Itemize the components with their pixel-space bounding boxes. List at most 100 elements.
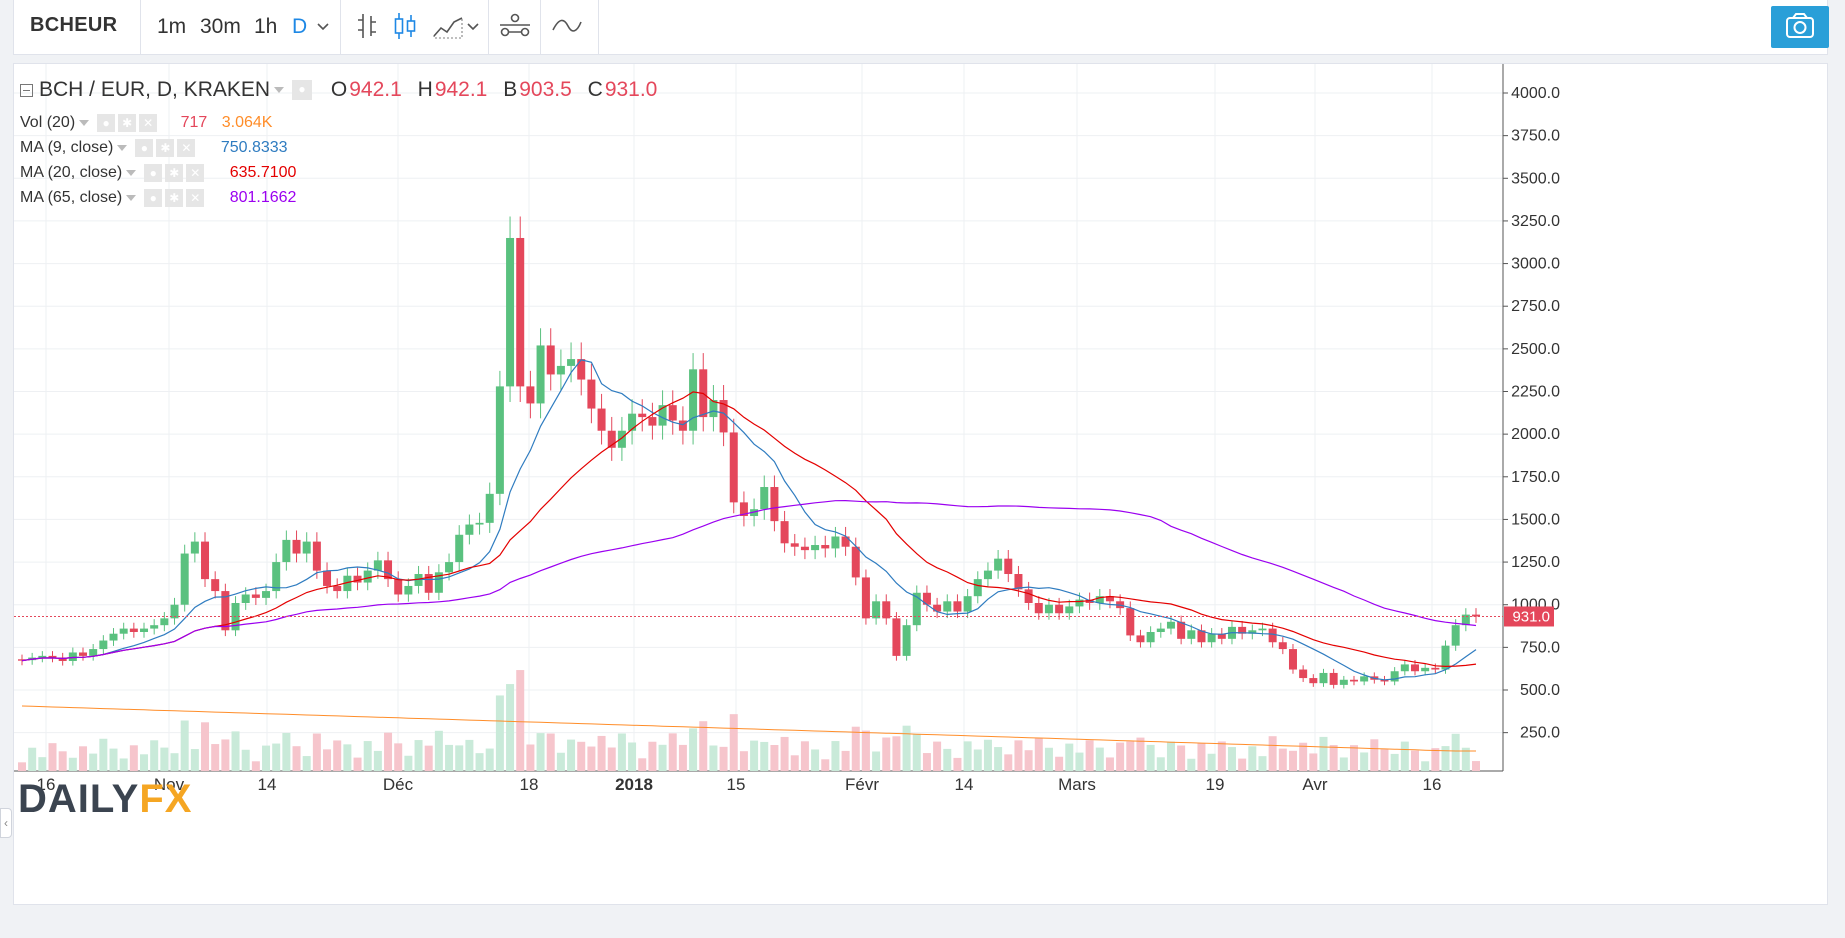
candle-body: [160, 618, 169, 626]
price-tick-label: 250.0: [1520, 725, 1560, 742]
volume-bar: [739, 751, 748, 771]
close-icon[interactable]: ✕: [177, 139, 196, 157]
candle-body: [384, 560, 393, 580]
candle-body: [546, 345, 555, 375]
interval-1m[interactable]: 1m: [157, 15, 187, 38]
volume-bar: [1197, 743, 1206, 771]
close-icon[interactable]: ✕: [186, 189, 205, 207]
time-tick-label: 15: [727, 775, 746, 794]
volume-bar: [851, 726, 860, 771]
candle-body: [394, 579, 403, 595]
candle-body: [1004, 558, 1013, 575]
symbol-search[interactable]: BCHEUR: [30, 14, 118, 36]
camera-icon: [1786, 13, 1814, 38]
price-chart[interactable]: 250.0500.0750.01000.01250.01500.01750.02…: [14, 64, 1828, 905]
candle-body: [38, 655, 47, 658]
candle-body: [190, 541, 199, 554]
candle-body: [516, 237, 525, 387]
scroll-left-handle[interactable]: ‹: [0, 808, 12, 838]
volume-bar: [333, 740, 342, 771]
candle-body: [1431, 667, 1440, 670]
eye-icon[interactable]: ●: [97, 114, 116, 132]
candle-body: [790, 543, 799, 547]
chevron-down-icon[interactable]: [274, 87, 285, 94]
volume-bar: [1400, 741, 1409, 771]
interval-1h[interactable]: 1h: [254, 15, 278, 38]
candle-body: [1075, 599, 1084, 607]
chevron-down-icon[interactable]: [126, 170, 137, 176]
chevron-down-icon[interactable]: [117, 145, 128, 151]
eye-icon[interactable]: ●: [144, 189, 163, 207]
volume-bar: [709, 745, 718, 771]
interval-30m[interactable]: 30m: [200, 15, 241, 38]
gear-icon[interactable]: ✱: [156, 139, 175, 157]
dailyfx-logo: DAILYFX: [18, 777, 193, 821]
candle-body: [79, 652, 88, 656]
legend-ma65-row: MA (65, close) ● ✱ ✕ 801.1662: [20, 189, 296, 207]
eye-icon[interactable]: ●: [135, 139, 154, 157]
volume-bar: [231, 731, 240, 771]
gear-icon[interactable]: ✱: [165, 164, 184, 182]
volume-bar: [1431, 748, 1440, 771]
candle-body: [1065, 606, 1074, 614]
collapse-legend-icon[interactable]: [20, 83, 33, 97]
volume-bar: [1360, 752, 1369, 771]
area-style-icon[interactable]: [432, 10, 464, 42]
close-icon[interactable]: ✕: [139, 114, 158, 132]
candle-body: [1187, 630, 1196, 639]
toolbar-separator: [598, 0, 599, 55]
candle-body: [333, 585, 342, 592]
volume-bar: [1472, 761, 1480, 771]
candle-body: [983, 570, 992, 580]
volume-bar: [190, 749, 199, 771]
volume-bar: [282, 732, 291, 771]
legend-title: BCH / EUR, D, KRAKEN: [39, 78, 271, 101]
gear-icon[interactable]: ✱: [118, 114, 137, 132]
candle-body: [556, 365, 565, 375]
close-icon[interactable]: ✕: [186, 164, 205, 182]
volume-bar: [1105, 757, 1114, 771]
price-tick-label: 3500.0: [1511, 170, 1560, 187]
indicators-icon[interactable]: [498, 10, 532, 42]
candle-body: [292, 539, 301, 554]
eye-icon[interactable]: ●: [144, 164, 163, 182]
low-label: B: [503, 78, 518, 101]
price-tick-label: 3000.0: [1511, 256, 1560, 273]
candle-body: [1278, 642, 1287, 650]
chart-style-dropdown-chevron-icon[interactable]: [466, 20, 480, 34]
bar-style-icon[interactable]: [355, 10, 379, 42]
snapshot-button[interactable]: [1771, 6, 1829, 48]
volume-bar: [1461, 747, 1470, 771]
volume-bar: [150, 740, 159, 771]
volume-bar: [119, 758, 128, 771]
interval-dropdown-chevron-icon[interactable]: [316, 20, 330, 34]
volume-bar: [1441, 746, 1450, 771]
volume-bar: [353, 757, 362, 771]
chevron-down-icon[interactable]: [79, 120, 90, 126]
volume-bar: [1024, 750, 1033, 771]
volume-bar: [750, 740, 759, 771]
candle-body: [882, 601, 891, 619]
compare-icon[interactable]: [550, 10, 584, 42]
volume-bar: [1095, 747, 1104, 771]
candle-body: [1034, 603, 1043, 614]
candle-body: [129, 628, 138, 633]
interval-d[interactable]: D: [292, 15, 308, 38]
candle-body: [1360, 676, 1369, 682]
chart-panel[interactable]: 250.0 500.0 750.0 1000.0 1250.0 1500.0 1750.0 2…: [13, 63, 1828, 905]
chevron-down-icon[interactable]: [126, 195, 137, 201]
volume-bar: [1126, 741, 1135, 771]
candle-body: [1197, 630, 1206, 643]
eye-icon[interactable]: ●: [292, 80, 313, 101]
candle-style-icon[interactable]: [392, 10, 418, 42]
candle-body: [343, 575, 352, 592]
toolbar-separator: [340, 0, 341, 55]
volume-bar: [1136, 737, 1145, 771]
volume-bar: [1085, 740, 1094, 771]
gear-icon[interactable]: ✱: [165, 189, 184, 207]
candle-body: [821, 545, 830, 549]
volume-bar: [38, 757, 47, 771]
volume-bar: [1421, 761, 1430, 771]
candle-body: [221, 591, 230, 631]
volume-bar: [770, 745, 779, 771]
